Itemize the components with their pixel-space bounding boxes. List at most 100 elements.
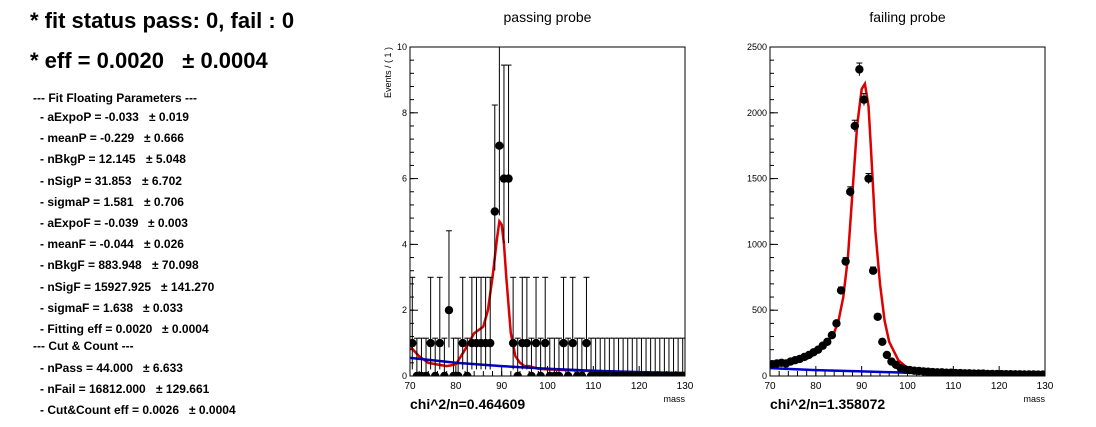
x-axis-label: mass (1023, 394, 1045, 404)
data-point (568, 338, 577, 348)
param-name: - aExpoF = -0.039 (40, 216, 139, 230)
data-point (426, 338, 435, 348)
data-point (868, 266, 878, 275)
chi2-label: chi^2/n=1.358072 (770, 396, 885, 412)
data-point (440, 371, 449, 376)
param-name: - meanF = -0.044 (40, 237, 134, 252)
y-tick-label: 8 (402, 108, 407, 118)
param-error: ± 6.633 (143, 361, 183, 375)
x-tick-label: 80 (810, 381, 822, 392)
plot-frame (769, 46, 1046, 377)
data-point (841, 257, 850, 266)
y-tick-label: 0 (402, 371, 407, 381)
data-point (678, 371, 685, 376)
x-tick-label: 120 (631, 381, 648, 392)
chart-title: failing probe (869, 9, 945, 25)
floating-params-header: --- Fit Floating Parameters --- (33, 91, 198, 105)
y-tick-label: 2500 (747, 42, 767, 52)
data-point (855, 65, 864, 74)
data-point (882, 350, 892, 360)
param-name: - meanP = -0.229 (40, 131, 135, 146)
fit-curve-total (410, 218, 685, 375)
data-point (527, 371, 536, 376)
param-error: ± 0.003 (148, 216, 188, 230)
x-tick-label: 120 (991, 381, 1008, 392)
failing-probe-chart: failing probe 70 80 90 100 110 120 130 0 500 1000 1… (747, 9, 1054, 412)
data-point (878, 337, 887, 346)
fit-status-text: * fit status pass: 0, fail : 0 (30, 8, 295, 33)
x-tick-label: 100 (539, 381, 556, 392)
y-tick-label: 2000 (747, 108, 767, 118)
data-point (458, 338, 467, 348)
eff-text: * eff = 0.0020 ± 0.0004 (30, 48, 268, 73)
data-point (522, 338, 532, 348)
param-name: - sigmaP = 1.581 (40, 194, 134, 209)
data-point (504, 174, 513, 183)
y-tick-label: 1500 (747, 174, 767, 184)
data-point (536, 371, 545, 376)
failing-probe-plot: failing probe 70 80 90 100 110 120 130 0 500 1000 1… (740, 0, 1070, 422)
chart-title: passing probe (504, 9, 592, 25)
data-point (463, 371, 472, 376)
x-tick-label: 90 (856, 381, 868, 392)
data-point (827, 331, 837, 340)
param-error: ± 5.048 (146, 152, 186, 167)
data-point (513, 371, 522, 376)
data-point (823, 337, 832, 346)
fit-curve-background (410, 356, 685, 375)
data-point (846, 187, 855, 196)
data-point (554, 371, 564, 376)
param-name: - nFail = 16812.000 (40, 382, 146, 397)
y-tick-label: 500 (752, 305, 767, 315)
passing-probe-plot: passing probe 70 80 90 100 110 120 130 0 2 4 6 8 10 ma… (380, 0, 710, 422)
y-tick-label: 6 (402, 174, 407, 184)
x-tick-label: 80 (450, 381, 462, 392)
passing-probe-chart: passing probe 70 80 90 100 110 120 130 0 2 4 6 8 10 ma… (383, 9, 694, 412)
data-point (490, 207, 499, 216)
data-point (486, 338, 495, 348)
chi2-label: chi^2/n=0.464609 (410, 396, 525, 412)
y-axis-label: Events / ( 1 ) (383, 47, 393, 98)
param-name: - nSigP = 31.853 (40, 173, 132, 188)
data-group (410, 47, 685, 376)
x-tick-label: 70 (764, 381, 776, 392)
cut-count-header: --- Cut & Count --- (33, 339, 134, 353)
param-name: - nBkgP = 12.145 (40, 152, 136, 167)
y-tick-label: 0 (762, 371, 767, 381)
param-error: ± 70.098 (152, 258, 199, 273)
data-point (864, 174, 873, 183)
param-error: ± 0.0004 (189, 403, 236, 418)
param-error: ± 141.270 (161, 279, 215, 294)
data-point (421, 371, 431, 376)
x-axis-label: mass (663, 394, 685, 404)
param-name: - nPass = 44.000 (40, 361, 134, 375)
param-error: ± 129.661 (156, 382, 210, 397)
data-point (559, 338, 568, 348)
fit-curve-total (770, 80, 1045, 376)
param-error: ± 0.033 (143, 300, 183, 315)
param-name: - Fitting eff = 0.0020 (40, 322, 153, 336)
y-tick-label: 10 (397, 42, 407, 52)
x-tick-label: 90 (496, 381, 508, 392)
data-point (873, 312, 882, 321)
param-error: ± 0.666 (144, 131, 184, 146)
x-tick-label: 110 (585, 381, 601, 392)
param-error: ± 0.0004 (162, 322, 209, 336)
data-point (859, 95, 869, 104)
param-name: - nBkgF = 883.948 (40, 258, 142, 273)
plot-frame (409, 46, 686, 377)
data-point (531, 338, 541, 348)
data-point (832, 319, 841, 328)
param-name: - Cut&Count eff = 0.0026 (40, 403, 180, 418)
y-tick-label: 1000 (747, 239, 767, 249)
data-point (582, 338, 591, 348)
data-point (410, 338, 417, 348)
data-point (431, 371, 440, 376)
data-point (1038, 370, 1045, 376)
param-error: ± 0.026 (144, 237, 184, 252)
x-tick-label: 70 (404, 381, 416, 392)
param-name: - nSigF = 15927.925 (40, 279, 152, 294)
data-point (508, 338, 518, 348)
data-point (836, 286, 846, 295)
y-tick-label: 4 (402, 239, 407, 249)
